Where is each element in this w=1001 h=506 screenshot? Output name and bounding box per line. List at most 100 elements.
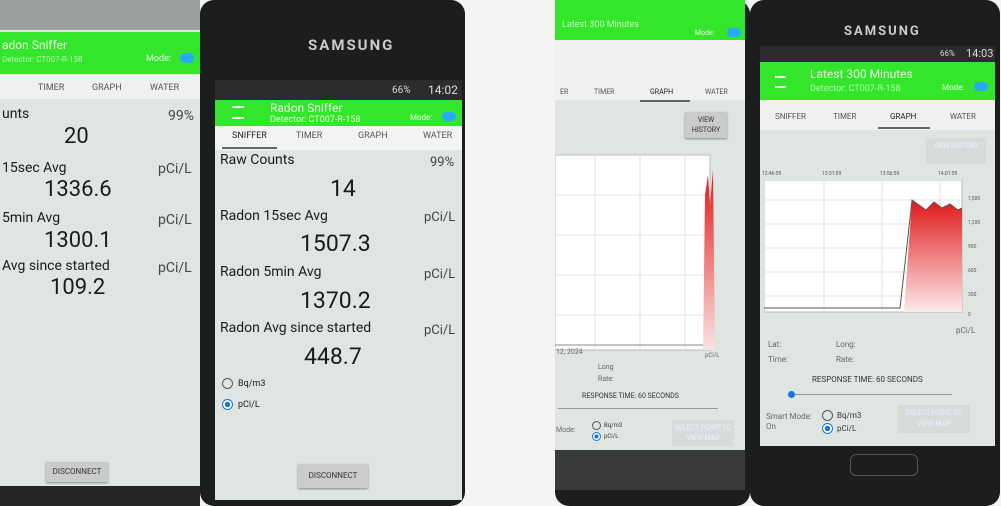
unit: pCi/L xyxy=(424,323,456,338)
tab[interactable]: TIMER xyxy=(38,83,65,93)
tab[interactable]: WATER xyxy=(950,112,976,121)
radio[interactable] xyxy=(222,399,233,410)
disconnect-button[interactable]: DISCONNECT xyxy=(46,462,108,482)
menu-icon[interactable] xyxy=(775,76,786,88)
x-tick-label: 12:46:59 xyxy=(762,171,782,177)
tab[interactable]: WATER xyxy=(423,131,453,141)
tab[interactable]: TIMER xyxy=(594,88,615,96)
graph xyxy=(555,154,715,351)
field: Lat: xyxy=(768,340,782,349)
x-tick-label: 14:01:59 xyxy=(938,171,958,177)
field: Time: xyxy=(768,355,788,364)
disconnect-button[interactable]: DISCONNECT xyxy=(298,464,368,488)
label: Radon 5min Avg xyxy=(220,264,322,280)
select-button[interactable]: SELECT POINT TO VIEW MAP xyxy=(898,405,970,433)
unit: pCi/L xyxy=(158,161,192,177)
subtitle: Detector: CT007-R-158 xyxy=(2,55,83,64)
status-bar xyxy=(760,46,995,62)
history-button[interactable]: VIEW HISTORY xyxy=(685,112,727,138)
tab[interactable]: TIMER xyxy=(296,131,323,141)
brand: SAMSUNG xyxy=(844,24,921,39)
slider-thumb[interactable] xyxy=(788,391,795,398)
mode-label: Smart Mode: On xyxy=(766,412,812,431)
tab[interactable]: SNIFFER xyxy=(775,112,806,121)
history-button[interactable]: VIEW HISTORY xyxy=(926,138,986,164)
radio-label: Bq/m3 xyxy=(837,411,862,420)
title: Latest 300 Minutes xyxy=(562,20,640,30)
title: adon Sniffer xyxy=(2,38,68,52)
brand: SAMSUNG xyxy=(308,36,395,54)
tab-bar xyxy=(215,126,462,150)
slider[interactable] xyxy=(558,408,718,409)
tab-indicator xyxy=(640,100,690,102)
screen xyxy=(215,80,462,500)
field: Rate: xyxy=(598,375,614,383)
app-header xyxy=(760,62,995,100)
x-tick-label: 13:51:59 xyxy=(822,171,842,177)
battery: 66% xyxy=(392,85,411,96)
field: Long: xyxy=(836,340,856,349)
radio[interactable] xyxy=(592,432,601,441)
clock: 14:03 xyxy=(966,47,994,60)
tab[interactable]: ER xyxy=(560,88,569,96)
x-tick-label: 13:56:59 xyxy=(880,171,900,177)
radio[interactable] xyxy=(822,410,833,421)
title: Radon Sniffer xyxy=(270,101,343,115)
title: Latest 300 Minutes xyxy=(810,67,913,81)
value: 14 xyxy=(330,175,356,202)
mode-label: Mode: xyxy=(556,426,576,434)
clock: 14:02 xyxy=(428,83,458,97)
toggle[interactable] xyxy=(974,82,988,91)
label: Radon Avg since started xyxy=(220,320,372,336)
label: unts xyxy=(2,106,30,122)
value: 1300.1 xyxy=(44,228,112,253)
value: 1370.2 xyxy=(300,287,371,314)
label: Radon 15sec Avg xyxy=(220,208,328,224)
toggle[interactable] xyxy=(180,53,194,63)
radio[interactable] xyxy=(222,378,233,389)
value: 448.7 xyxy=(304,343,362,370)
tab[interactable]: GRAPH xyxy=(358,131,388,141)
unit: pCi/L xyxy=(158,212,192,228)
slider[interactable] xyxy=(792,394,952,395)
tab-bar xyxy=(0,75,200,99)
y-tick-label: 0 xyxy=(968,312,971,318)
tab[interactable]: GRAPH xyxy=(890,112,917,121)
select-button[interactable]: SELECT POINT TO VIEW MAP xyxy=(672,420,734,446)
toggle[interactable] xyxy=(442,112,456,121)
label: Avg since started xyxy=(2,258,110,274)
tab-bar xyxy=(555,40,745,100)
app-header xyxy=(215,100,462,126)
field: Rate: xyxy=(836,355,855,364)
radio-label: Bq/m3 xyxy=(604,422,623,429)
tab[interactable]: GRAPH xyxy=(650,88,674,96)
app-header xyxy=(0,32,200,74)
unit: pCi/L xyxy=(705,352,720,359)
radio[interactable] xyxy=(822,423,833,434)
tab[interactable]: SNIFFER xyxy=(232,131,267,141)
home-button[interactable] xyxy=(850,454,918,476)
tab-indicator xyxy=(878,127,930,129)
tab[interactable]: WATER xyxy=(150,83,180,93)
radio[interactable] xyxy=(592,421,601,430)
tab[interactable]: WATER xyxy=(705,88,728,96)
unit: 99% xyxy=(430,155,455,170)
toggle[interactable] xyxy=(727,28,741,37)
date: 12, 2024 xyxy=(556,348,583,356)
radio-label: pCi/L xyxy=(238,400,260,410)
unit: pCi/L xyxy=(424,210,456,225)
graph xyxy=(764,180,963,313)
mode-label: Mode: xyxy=(695,29,715,37)
tab[interactable]: TIMER xyxy=(833,112,857,121)
unit: pCi/L xyxy=(424,267,456,282)
nav-bar xyxy=(0,486,200,506)
app-header xyxy=(555,0,745,40)
tab-bar xyxy=(760,100,995,130)
menu-icon[interactable] xyxy=(232,106,244,119)
value: 1336.6 xyxy=(44,177,112,202)
tab[interactable]: GRAPH xyxy=(92,83,122,93)
unit: 99% xyxy=(168,108,194,124)
y-tick-label: 600 xyxy=(968,268,977,274)
value: 109.2 xyxy=(50,275,106,300)
